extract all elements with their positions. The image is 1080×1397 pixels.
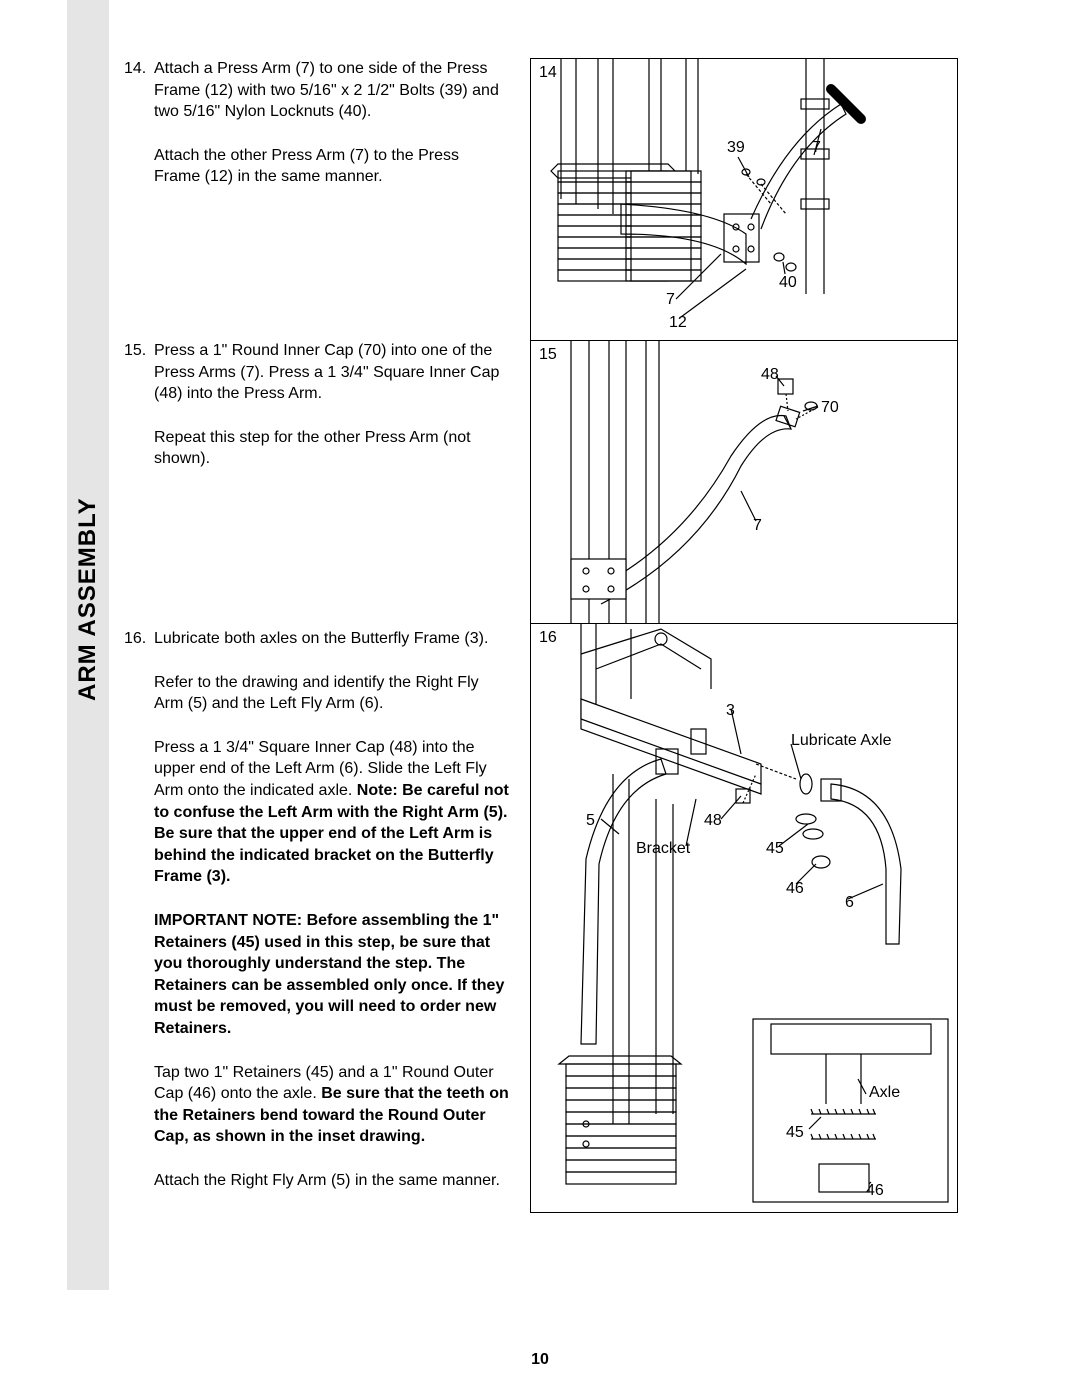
diagram-16-label-48: 48 xyxy=(704,812,722,830)
diagram-16-stepnum: 16 xyxy=(539,629,557,647)
diagram-15-label-48: 48 xyxy=(761,366,779,384)
diagram-16-label-bracket: Bracket xyxy=(636,840,690,858)
step-15-text: 15. Press a 1" Round Inner Cap (70) into… xyxy=(124,340,509,492)
step-16-p1: Lubricate both axles on the Butterfly Fr… xyxy=(154,628,509,650)
diagram-15-label-70: 70 xyxy=(821,399,839,417)
step-14-number: 14. xyxy=(124,58,154,188)
step-16-p5: Tap two 1" Retainers (45) and a 1" Round… xyxy=(154,1062,509,1148)
step-16-text: 16. Lubricate both axles on the Butterfl… xyxy=(124,628,509,1213)
diagram-16-label-5: 5 xyxy=(586,812,595,830)
step-16-body: Lubricate both axles on the Butterfly Fr… xyxy=(154,628,509,1191)
diagram-16-label-45: 45 xyxy=(766,840,784,858)
step-14-p1: Attach a Press Arm (7) to one side of th… xyxy=(154,58,509,123)
diagram-16-svg xyxy=(531,624,959,1213)
step-14-p2: Attach the other Press Arm (7) to the Pr… xyxy=(154,145,509,188)
step-16-p6: Attach the Right Fly Arm (5) in the same… xyxy=(154,1170,509,1192)
diagram-16-label-lube: Lubricate Axle xyxy=(791,732,892,750)
diagram-16-label-46b: 46 xyxy=(866,1182,884,1200)
step-14-text: 14. Attach a Press Arm (7) to one side o… xyxy=(124,58,509,210)
diagram-14-label-7b: 7 xyxy=(666,291,675,309)
step-15-number: 15. xyxy=(124,340,154,470)
diagram-14-label-7a: 7 xyxy=(812,139,821,157)
step-16-p2: Refer to the drawing and identify the Ri… xyxy=(154,672,509,715)
diagram-14-label-40: 40 xyxy=(779,274,797,292)
diagram-16-label-axle: Axle xyxy=(869,1084,900,1102)
step-15-body: Press a 1" Round Inner Cap (70) into one… xyxy=(154,340,509,470)
diagram-15: 15 48 70 7 xyxy=(530,341,958,624)
diagram-15-svg xyxy=(531,341,959,624)
diagram-14-stepnum: 14 xyxy=(539,64,557,82)
diagram-16-label-46: 46 xyxy=(786,880,804,898)
step-15-p1: Press a 1" Round Inner Cap (70) into one… xyxy=(154,340,509,405)
step-15-p2: Repeat this step for the other Press Arm… xyxy=(154,427,509,470)
step-16-p3: Press a 1 3/4" Square Inner Cap (48) int… xyxy=(154,737,509,888)
diagram-15-label-7: 7 xyxy=(753,517,762,535)
diagram-16-label-3: 3 xyxy=(726,702,735,720)
diagram-15-stepnum: 15 xyxy=(539,346,557,364)
diagram-14-svg xyxy=(531,59,959,342)
diagram-16: 16 3 Lubricate Axle 5 48 Bracket 45 46 6… xyxy=(530,624,958,1213)
step-14-body: Attach a Press Arm (7) to one side of th… xyxy=(154,58,509,188)
diagram-14-label-12: 12 xyxy=(669,314,687,332)
step-16-number: 16. xyxy=(124,628,154,1191)
diagram-16-label-6: 6 xyxy=(845,894,854,912)
section-title: ARM ASSEMBLY xyxy=(74,659,102,701)
diagram-14-label-39: 39 xyxy=(727,139,745,157)
diagram-column: 14 39 7 40 7 12 xyxy=(530,58,958,1213)
diagram-14: 14 39 7 40 7 12 xyxy=(530,58,958,341)
page-number: 10 xyxy=(0,1351,1080,1369)
diagram-16-label-45b: 45 xyxy=(786,1124,804,1142)
step-16-p4: IMPORTANT NOTE: Before assembling the 1"… xyxy=(154,910,509,1040)
